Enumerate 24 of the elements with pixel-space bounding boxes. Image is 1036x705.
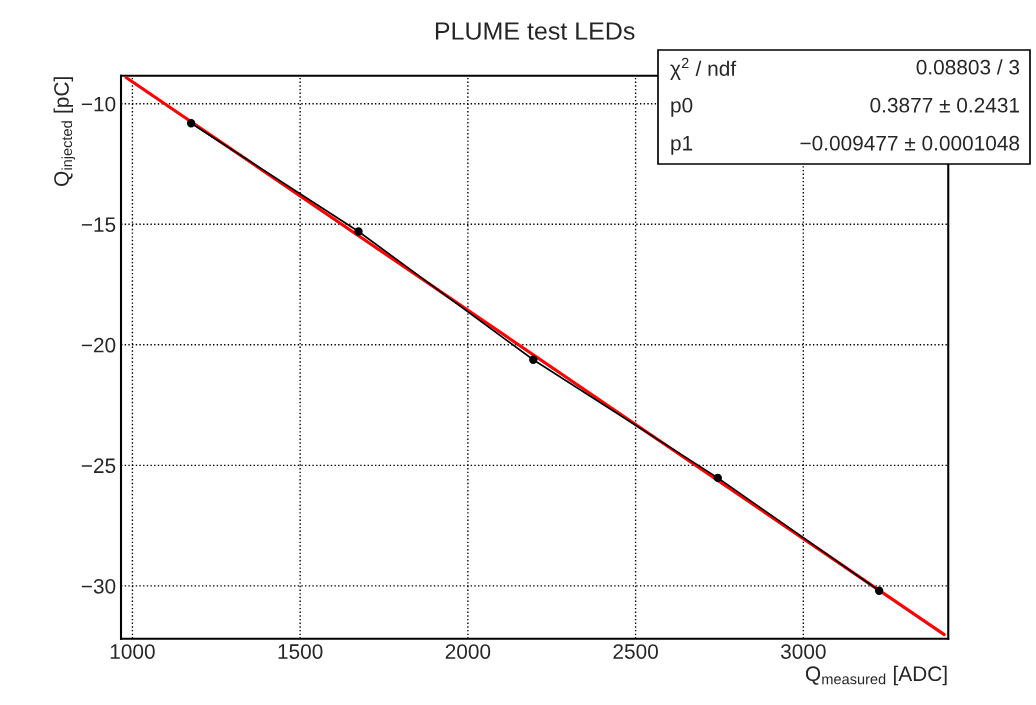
y-tick-label: −10 — [81, 96, 116, 112]
x-tick-label: 3000 — [780, 644, 826, 659]
x-tick-label: 1500 — [278, 644, 323, 659]
y-tick-label: −25 — [81, 458, 116, 474]
point — [874, 586, 884, 595]
annotation: −0.009477 ± 0.0001048 — [800, 135, 1020, 151]
y-tick-label: −15 — [81, 217, 116, 232]
y-tick-label: −20 — [81, 337, 116, 353]
x-tick-label: 1000 — [110, 644, 155, 659]
point — [713, 473, 722, 483]
x-tick-label: 2000 — [445, 644, 491, 659]
y-axis-title: Q$_{injected}$ [pC] — [53, 77, 76, 186]
point — [354, 227, 363, 236]
text: 0.08803 / 3 — [916, 59, 1020, 75]
chart-title: PLUME test LEDs — [435, 22, 635, 40]
annotation: χ$^{2}$ / ndf — [670, 57, 737, 81]
point — [186, 119, 196, 128]
annotation: p0 — [671, 97, 693, 117]
x-tick-label: 2500 — [613, 644, 658, 659]
annotation: 0.3877 ± 0.2431 — [870, 97, 1019, 113]
annotation: p1 — [671, 136, 693, 155]
point — [529, 355, 538, 364]
y-tick-label: −30 — [81, 578, 116, 594]
x-axis-title: Q$_{measured}$ [ADC] — [805, 665, 947, 686]
